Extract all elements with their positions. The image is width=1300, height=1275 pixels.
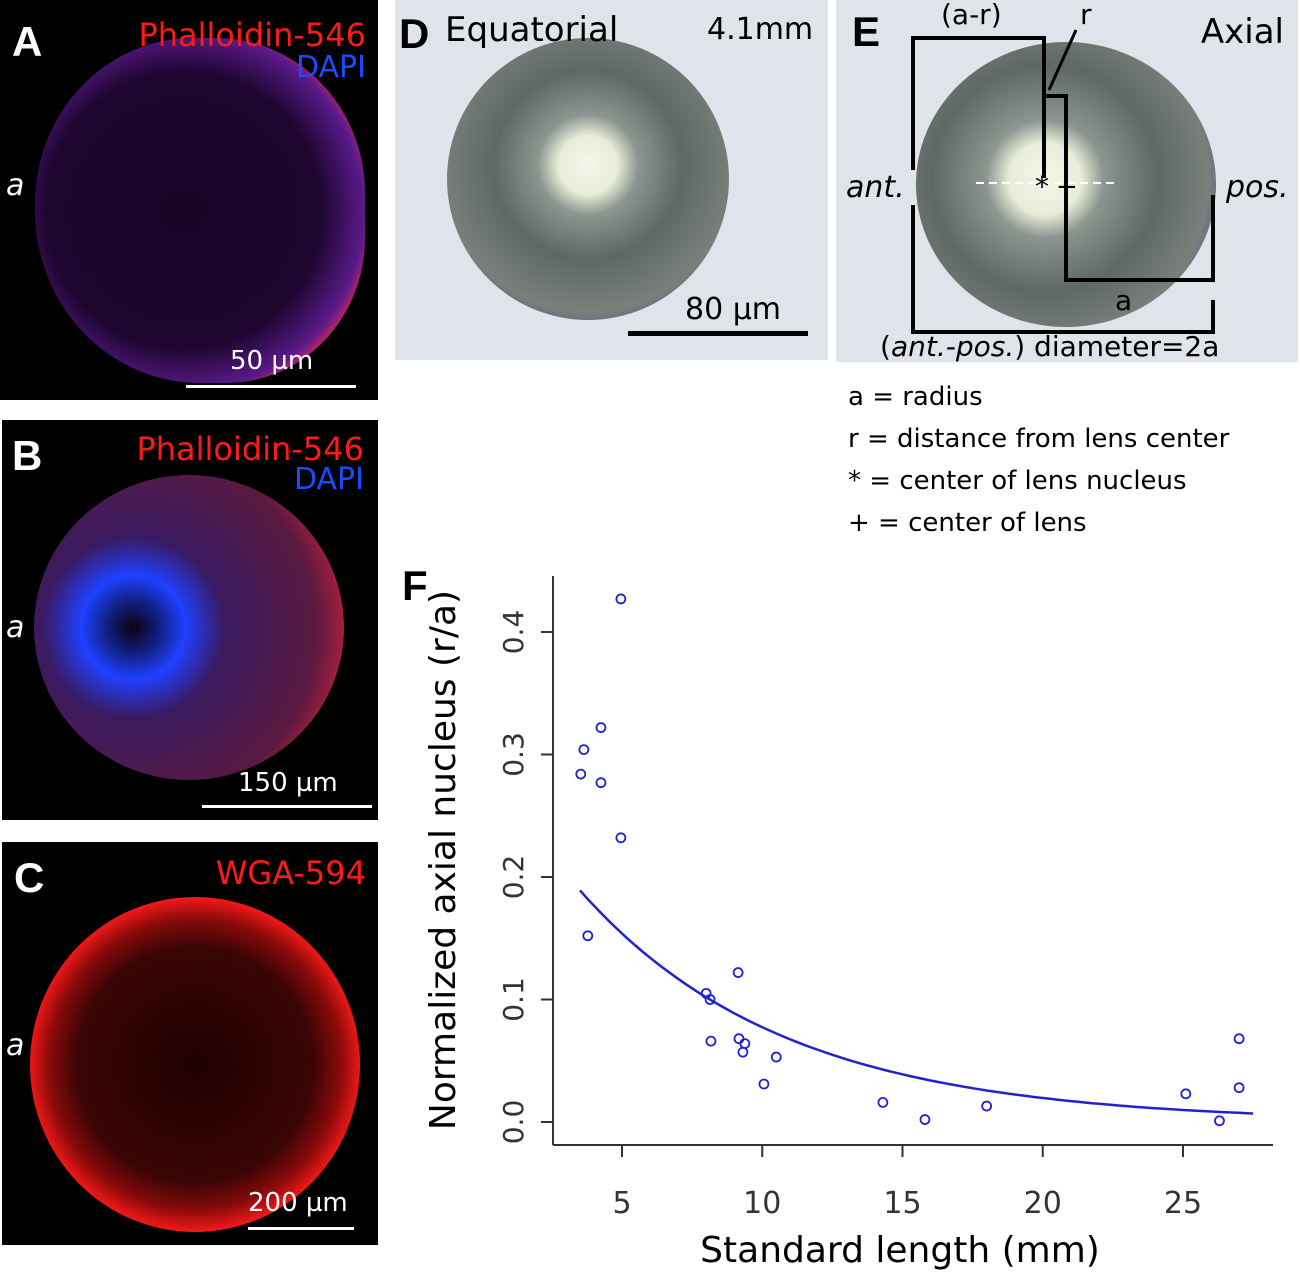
scale-label: 80 µm [685, 292, 782, 327]
legend-line: r = distance from lens center [848, 424, 1230, 454]
data-point [739, 1038, 751, 1049]
fit-curve [578, 889, 1254, 1115]
legend-line: a = radius [848, 382, 983, 412]
data-point [1233, 1082, 1245, 1094]
stain-label-phalloidin: Phalloidin-546 [138, 16, 366, 54]
label-anterior: ant. [846, 170, 905, 205]
label-a-minus-r: (a-r) [941, 0, 1002, 31]
panel-label: A [12, 18, 43, 65]
data-point [575, 768, 587, 780]
stain-label-dapi: DAPI [293, 462, 364, 497]
diameter-italic: ant.-pos. [890, 330, 1015, 362]
axis-label: a [6, 1028, 25, 1063]
panel-label-f: F [402, 562, 428, 609]
view-title: Equatorial [445, 10, 619, 50]
data-point [615, 832, 627, 844]
lens-size: 4.1mm [707, 12, 814, 47]
data-point [1180, 1088, 1192, 1100]
y-tick-label: 0.1 [497, 977, 530, 1022]
diameter-prefix: ( [880, 330, 891, 362]
axis-label: a [6, 610, 25, 645]
axis-label: a [6, 168, 25, 203]
panel-label: C [14, 854, 45, 901]
data-point [705, 1035, 717, 1047]
y-tick-label: 0.0 [497, 1100, 530, 1145]
scale-label: 150 µm [238, 768, 338, 798]
data-point [1214, 1115, 1225, 1127]
scale-bar [628, 331, 808, 336]
view-title: Axial [1200, 12, 1284, 52]
lens-image [35, 38, 365, 383]
panel-b: B Phalloidin-546 DAPI a 150 µm [2, 420, 378, 820]
stain-label-dapi: DAPI [295, 50, 366, 85]
data-point [733, 1033, 745, 1045]
lens-image [34, 475, 344, 780]
data-point [1233, 1033, 1245, 1045]
scale-bar [202, 805, 372, 808]
panel-label: E [852, 8, 881, 55]
legend-line: + = center of lens [848, 508, 1087, 538]
lens-image [447, 38, 729, 320]
lens-center-marker: + [1056, 172, 1078, 202]
data-point [595, 722, 607, 733]
stain-label-phalloidin: Phalloidin-546 [136, 430, 364, 468]
label-posterior: pos. [1226, 170, 1289, 205]
lens-image [30, 897, 360, 1232]
data-point [770, 1051, 782, 1063]
y-tick-label: 0.2 [497, 855, 530, 900]
data-point [737, 1046, 749, 1058]
x-tick-label: 15 [883, 1186, 921, 1221]
panel-c: C WGA-594 a 200 µm [2, 842, 378, 1245]
data-point [919, 1114, 931, 1125]
label-radius: a [1115, 284, 1133, 317]
panel-a: A Phalloidin-546 DAPI a 50 µm [0, 0, 378, 400]
panel-e: E Axial (a-r) r ant. pos. * + a (ant.-po… [836, 0, 1298, 362]
legend-line: * = center of lens nucleus [848, 466, 1187, 496]
y-tick-label: 0.4 [497, 610, 530, 655]
panel-e-legend: a = radius r = distance from lens center… [848, 376, 1229, 544]
data-point [595, 777, 607, 789]
measurement-lines [911, 29, 1215, 334]
data-point [732, 967, 744, 978]
diameter-suffix: ) diameter=2a [1014, 330, 1220, 362]
y-axis-label: Normalized axial nucleus (r/a) [423, 590, 464, 1130]
panel-label: D [399, 10, 430, 57]
x-tick-label: 10 [743, 1186, 781, 1221]
axes [541, 576, 1273, 1157]
data-point [704, 994, 716, 1005]
data-point [578, 744, 590, 755]
x-tick-label: 5 [612, 1186, 631, 1221]
x-axis-label: Standard length (mm) [700, 1230, 1100, 1271]
scale-bar [248, 1227, 354, 1230]
scale-label: 200 µm [248, 1188, 348, 1218]
data-point [981, 1100, 993, 1112]
x-tick-label: 25 [1164, 1186, 1202, 1221]
nucleus-center-marker: * [1035, 170, 1049, 203]
data-point [877, 1097, 889, 1108]
stain-label-wga: WGA-594 [215, 854, 366, 892]
y-tick-label: 0.3 [497, 732, 530, 777]
label-r: r [1080, 0, 1092, 31]
data-point [582, 930, 594, 942]
x-tick-label: 20 [1024, 1186, 1062, 1221]
scale-label: 50 µm [230, 346, 314, 376]
data-point [758, 1078, 770, 1090]
panel-label: B [12, 432, 43, 479]
diameter-caption: (ant.-pos.) diameter=2a [880, 330, 1219, 362]
scale-bar [186, 385, 356, 388]
data-point [615, 593, 627, 605]
panel-d: D Equatorial 4.1mm 80 µm [395, 0, 828, 360]
